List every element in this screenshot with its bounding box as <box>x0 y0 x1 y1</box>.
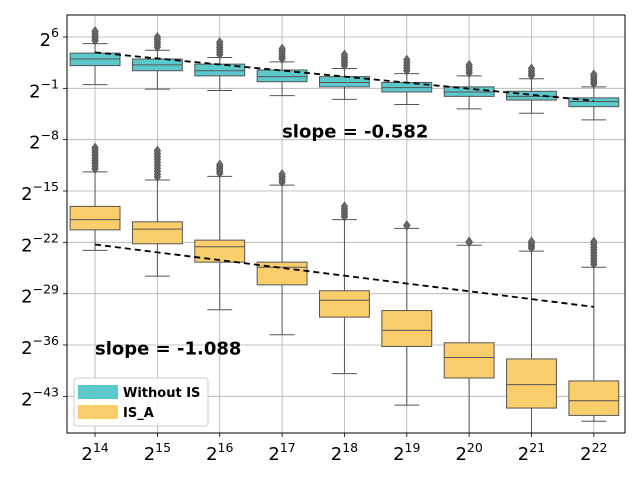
box <box>319 290 370 318</box>
annotations: slope = -0.582 slope = -1.088 <box>95 121 428 359</box>
y-axis-ticks: 26 2−1 2−8 2−15 2−22 2−29 2−36 2−43 <box>21 25 67 410</box>
y-tick-label: 2−15 <box>21 179 59 205</box>
legend-swatch <box>78 385 118 399</box>
outlier-marker <box>153 31 162 43</box>
outlier-marker <box>216 159 224 170</box>
outlier-marker <box>91 26 99 37</box>
y-tick-label: 26 <box>40 25 59 51</box>
boxes <box>69 52 620 416</box>
outlier-marker <box>590 236 598 247</box>
box <box>319 76 370 88</box>
outlier-marker <box>278 43 286 54</box>
x-tick-label: 214 <box>81 440 108 465</box>
outlier-marker <box>278 169 286 180</box>
box <box>381 310 433 347</box>
box <box>256 261 308 286</box>
box <box>568 380 620 416</box>
box <box>568 97 620 108</box>
outliers <box>91 26 598 270</box>
box <box>194 239 246 263</box>
y-tick-label: 2−8 <box>29 128 59 154</box>
x-tick-label: 217 <box>268 440 295 465</box>
outlier-marker <box>590 69 598 80</box>
slope-annotation: slope = -0.582 <box>282 121 428 142</box>
box <box>443 342 495 379</box>
box <box>131 221 183 245</box>
box <box>256 69 308 83</box>
legend-label: Without IS <box>123 386 200 401</box>
fit-lines <box>94 51 594 308</box>
outlier-marker <box>340 49 349 60</box>
outlier-marker <box>216 37 224 48</box>
x-tick-label: 219 <box>393 440 420 465</box>
slope-annotation: slope = -1.088 <box>95 339 241 360</box>
outlier-marker <box>465 236 473 247</box>
x-axis-ticks: 214 215 216 217 218 219 220 221 222 <box>81 433 608 465</box>
box <box>506 90 557 101</box>
y-tick-label: 2−29 <box>21 282 59 308</box>
outlier-marker <box>527 236 536 247</box>
outlier-marker <box>340 201 349 212</box>
outlier-marker <box>403 54 411 65</box>
box <box>506 358 557 409</box>
outlier-marker <box>91 142 99 153</box>
y-tick-label: 2−36 <box>21 333 59 359</box>
x-tick-label: 218 <box>331 440 358 465</box>
fit-is-a <box>94 243 594 308</box>
x-tick-label: 221 <box>518 440 545 465</box>
outlier-marker <box>465 59 473 70</box>
legend[interactable]: Without IS IS_A <box>73 377 209 427</box>
x-tick-label: 216 <box>206 440 233 465</box>
x-tick-label: 220 <box>455 440 482 465</box>
x-tick-label: 222 <box>580 440 607 465</box>
y-tick-label: 2−22 <box>21 230 59 256</box>
outlier-marker <box>153 145 162 156</box>
fit-without-is <box>94 51 594 102</box>
outlier-marker <box>527 63 536 74</box>
y-tick-label: 2−43 <box>21 384 59 410</box>
legend-swatch <box>78 405 118 419</box>
plot-frame <box>66 14 626 434</box>
legend-label: IS_A <box>123 406 154 421</box>
box <box>69 205 121 231</box>
outlier-marker <box>403 220 411 231</box>
y-tick-label: 2−1 <box>29 76 59 102</box>
x-tick-label: 215 <box>144 440 171 465</box>
